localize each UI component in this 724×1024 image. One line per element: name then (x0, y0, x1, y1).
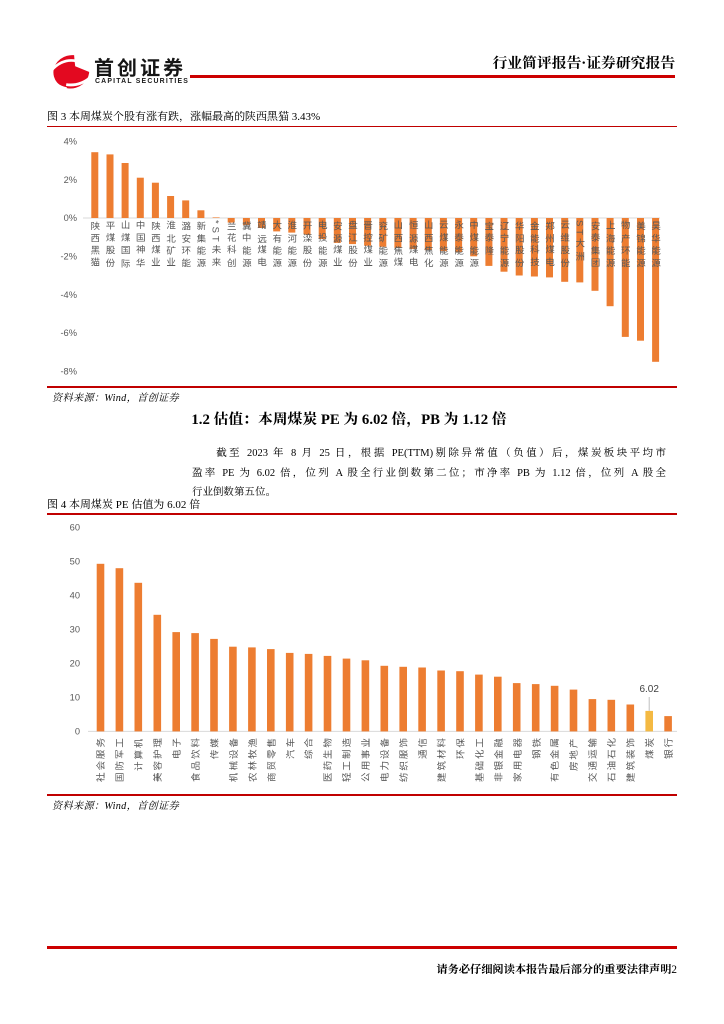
svg-text:-8%: -8% (60, 367, 77, 377)
svg-text:-4%: -4% (60, 290, 77, 300)
svg-text:20: 20 (70, 659, 80, 669)
svg-text:-6%: -6% (60, 328, 77, 338)
svg-text:60: 60 (70, 523, 80, 533)
svg-text:0%: 0% (64, 213, 77, 223)
svg-text:6.02: 6.02 (639, 684, 659, 695)
svg-text:4%: 4% (64, 137, 77, 147)
svg-text:40: 40 (70, 591, 80, 601)
svg-text:0: 0 (75, 727, 80, 737)
svg-text:2%: 2% (64, 175, 77, 185)
svg-text:10: 10 (70, 693, 80, 703)
svg-text:50: 50 (70, 557, 80, 567)
svg-text:-2%: -2% (60, 252, 77, 262)
svg-text:30: 30 (70, 625, 80, 635)
